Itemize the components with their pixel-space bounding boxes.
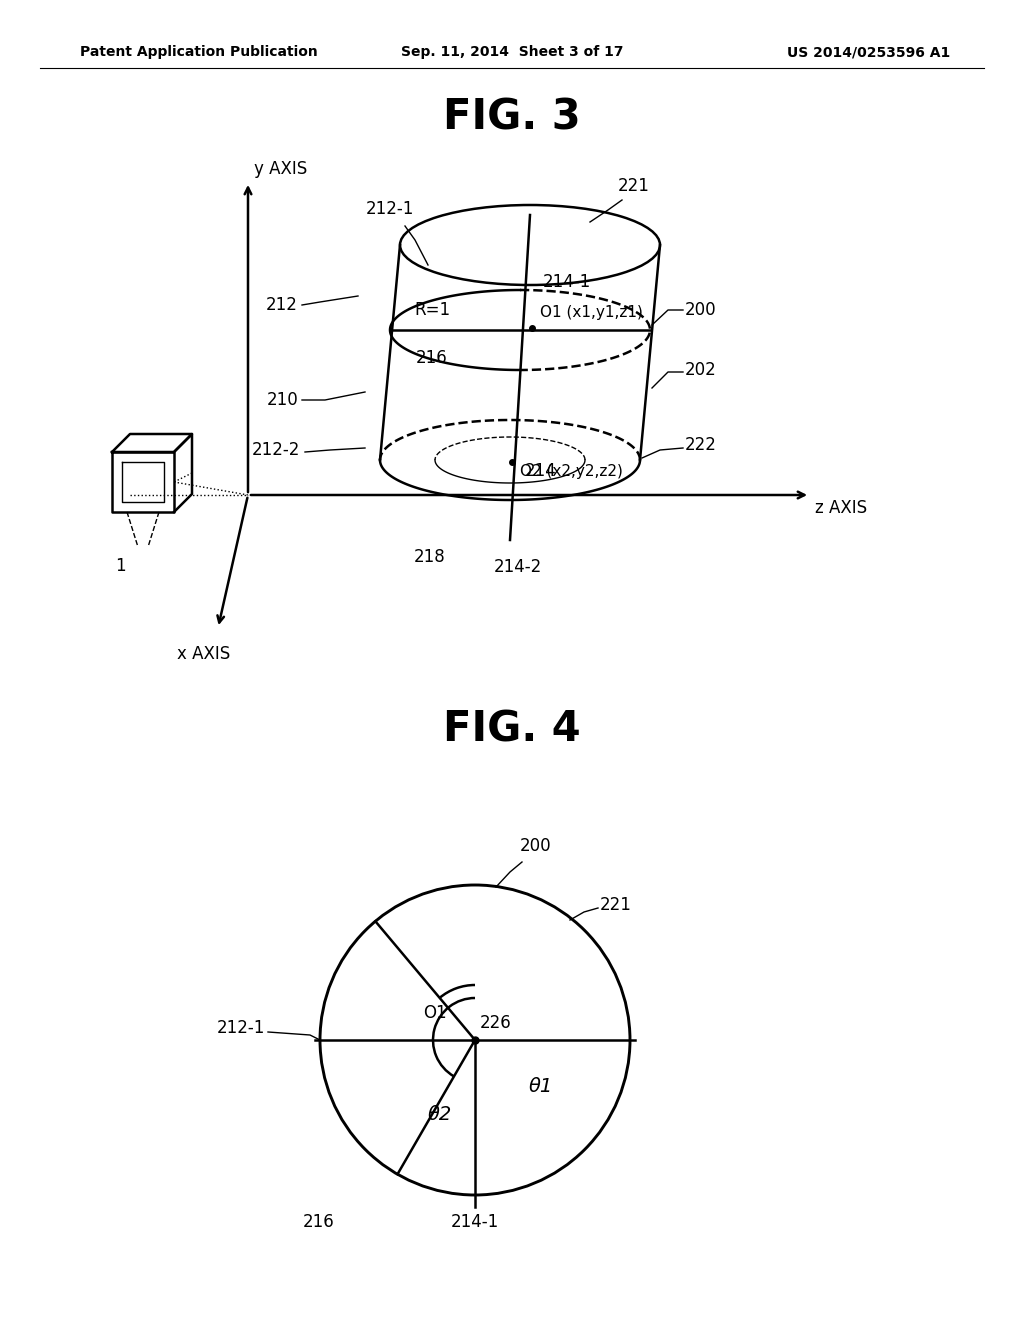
Text: 1: 1 [115,557,125,576]
Text: O1 (x1,y1,z1): O1 (x1,y1,z1) [540,305,643,319]
Text: 202: 202 [685,360,717,379]
Text: R=1: R=1 [414,301,451,319]
Text: FIG. 3: FIG. 3 [443,96,581,139]
Text: x AXIS: x AXIS [177,645,230,663]
Text: 200: 200 [520,837,552,855]
Text: FIG. 4: FIG. 4 [443,709,581,751]
Text: 212: 212 [266,296,298,314]
Text: 200: 200 [685,301,717,319]
Text: 218: 218 [414,548,445,566]
Text: 226: 226 [480,1014,512,1032]
Text: 214: 214 [525,462,557,480]
Text: θ1: θ1 [529,1077,553,1097]
Text: 212-1: 212-1 [217,1019,265,1038]
Text: 210: 210 [266,391,298,409]
Text: 214-1: 214-1 [543,273,591,290]
Text: z AXIS: z AXIS [815,499,867,517]
Text: 214-1: 214-1 [451,1213,499,1232]
Text: O1: O1 [423,1005,447,1022]
Text: 216: 216 [303,1213,335,1232]
Text: US 2014/0253596 A1: US 2014/0253596 A1 [786,45,950,59]
Text: 222: 222 [685,436,717,454]
Text: θ2: θ2 [428,1105,453,1125]
Text: y AXIS: y AXIS [254,160,307,178]
Text: 221: 221 [600,896,632,913]
Text: O2 (x2,y2,z2): O2 (x2,y2,z2) [520,465,623,479]
Text: Patent Application Publication: Patent Application Publication [80,45,317,59]
Text: Sep. 11, 2014  Sheet 3 of 17: Sep. 11, 2014 Sheet 3 of 17 [400,45,624,59]
Text: 214-2: 214-2 [494,558,542,576]
Text: 212-2: 212-2 [252,441,300,459]
Text: 216: 216 [416,348,447,367]
Text: 212-1: 212-1 [366,201,414,218]
Text: 221: 221 [618,177,650,195]
